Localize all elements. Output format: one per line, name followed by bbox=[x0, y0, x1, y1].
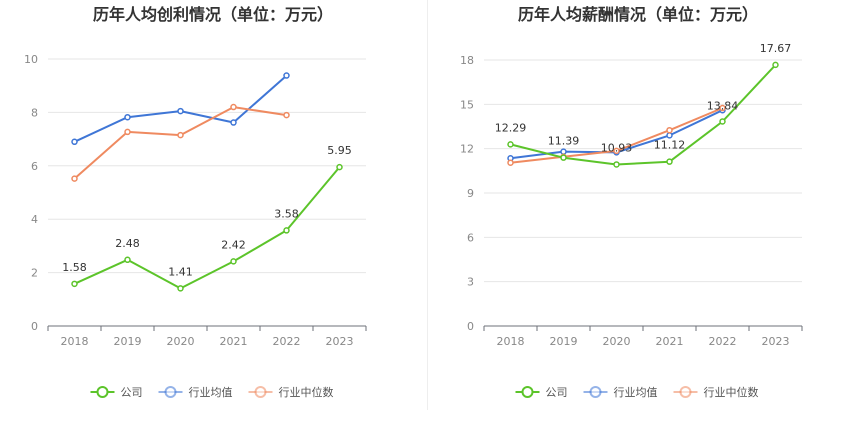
x-tick-label: 2022 bbox=[709, 335, 737, 348]
data-label: 2.48 bbox=[115, 237, 140, 250]
x-tick-label: 2020 bbox=[603, 335, 631, 348]
data-point bbox=[124, 128, 131, 136]
data-point bbox=[507, 159, 514, 166]
x-tick-label: 2018 bbox=[61, 335, 89, 348]
y-tick-label: 2 bbox=[31, 267, 38, 280]
x-tick-label: 2021 bbox=[656, 335, 684, 348]
data-label: 1.58 bbox=[62, 261, 87, 274]
y-tick-label: 4 bbox=[31, 213, 38, 226]
data-point bbox=[336, 163, 343, 171]
chart-divider bbox=[427, 0, 428, 410]
x-tick-label: 2018 bbox=[497, 335, 525, 348]
data-point bbox=[507, 141, 514, 148]
data-point bbox=[283, 111, 290, 119]
data-label: 12.29 bbox=[495, 121, 527, 134]
y-tick-label: 9 bbox=[467, 187, 474, 200]
y-tick-label: 6 bbox=[467, 231, 474, 244]
data-point bbox=[613, 161, 620, 168]
data-point bbox=[71, 280, 78, 288]
y-tick-label: 6 bbox=[31, 160, 38, 173]
x-tick-label: 2019 bbox=[550, 335, 578, 348]
data-point bbox=[719, 104, 726, 112]
data-point bbox=[177, 131, 184, 139]
data-point bbox=[666, 126, 673, 134]
data-point bbox=[71, 138, 78, 146]
legend-label: 公司 bbox=[121, 386, 143, 399]
y-tick-label: 15 bbox=[460, 98, 474, 111]
y-tick-label: 12 bbox=[460, 143, 474, 156]
data-point bbox=[283, 72, 290, 79]
data-label: 3.58 bbox=[274, 207, 299, 220]
data-label: 2.42 bbox=[221, 238, 246, 251]
legend-item-0[interactable]: 公司 bbox=[90, 386, 143, 399]
data-point bbox=[124, 113, 131, 121]
legend-label: 行业中位数 bbox=[279, 385, 334, 399]
y-tick-label: 0 bbox=[467, 320, 474, 333]
data-point bbox=[177, 285, 184, 292]
legend-marker bbox=[679, 386, 692, 398]
legend-marker bbox=[96, 386, 109, 398]
x-tick-label: 2020 bbox=[167, 335, 195, 348]
legend-label: 行业均值 bbox=[189, 386, 233, 399]
data-label: 11.12 bbox=[654, 139, 686, 152]
y-tick-label: 18 bbox=[460, 54, 474, 67]
series-line-0 bbox=[74, 166, 341, 290]
profit-per-capita-chart: 历年人均创利情况（单位：万元） 0 2 4 6 8 10 2018 2019 2020 2021 20… bbox=[24, 5, 367, 399]
data-label: 17.67 bbox=[760, 42, 792, 55]
data-point bbox=[666, 132, 673, 139]
salary-per-capita-chart: 历年人均薪酬情况（单位：万元） 0 3 6 9 12 15 18 2018 2019 2020 202… bbox=[460, 5, 803, 399]
x-tick-label: 2023 bbox=[762, 335, 790, 348]
y-tick-label: 0 bbox=[31, 320, 38, 333]
data-point bbox=[230, 103, 237, 111]
data-label: 5.95 bbox=[327, 144, 352, 157]
y-tick-label: 8 bbox=[31, 106, 38, 119]
data-point bbox=[560, 148, 567, 155]
data-point bbox=[772, 61, 779, 69]
legend-item-2[interactable]: 行业中位数 bbox=[248, 385, 334, 399]
legend-item-0[interactable]: 公司 bbox=[515, 386, 568, 399]
legend-item-1[interactable]: 行业均值 bbox=[158, 386, 233, 399]
data-point bbox=[719, 118, 726, 125]
series-line-2 bbox=[73, 106, 287, 180]
data-point bbox=[613, 147, 620, 155]
legend-marker bbox=[164, 386, 177, 398]
x-tick-label: 2023 bbox=[326, 335, 354, 348]
data-label: 13.84 bbox=[707, 99, 739, 112]
chart-title: 历年人均创利情况（单位：万元） bbox=[93, 5, 333, 24]
data-label: 1.41 bbox=[168, 265, 193, 278]
data-point bbox=[177, 107, 184, 115]
legend-marker bbox=[254, 386, 267, 398]
data-point bbox=[666, 158, 673, 165]
data-point bbox=[283, 227, 290, 234]
legend-item-2[interactable]: 行业中位数 bbox=[673, 385, 759, 399]
data-label: 11.39 bbox=[548, 135, 580, 148]
legend-marker bbox=[589, 386, 602, 398]
y-tick-label: 10 bbox=[24, 53, 38, 66]
y-tick-label: 3 bbox=[467, 276, 474, 289]
data-point bbox=[230, 119, 237, 126]
x-tick-label: 2021 bbox=[220, 335, 248, 348]
chart-title: 历年人均薪酬情况（单位：万元） bbox=[518, 5, 758, 24]
data-point bbox=[71, 175, 78, 182]
legend-marker bbox=[521, 386, 534, 398]
x-tick-label: 2022 bbox=[273, 335, 301, 348]
legend-item-1[interactable]: 行业均值 bbox=[583, 386, 658, 399]
data-label: 10.93 bbox=[601, 141, 633, 154]
legend-label: 公司 bbox=[546, 386, 568, 399]
x-tick-label: 2019 bbox=[114, 335, 142, 348]
data-point bbox=[124, 256, 131, 264]
data-point bbox=[230, 258, 237, 265]
data-point bbox=[560, 154, 567, 161]
legend-label: 行业中位数 bbox=[704, 385, 759, 399]
legend-label: 行业均值 bbox=[614, 386, 658, 399]
series-line-0 bbox=[510, 64, 777, 166]
